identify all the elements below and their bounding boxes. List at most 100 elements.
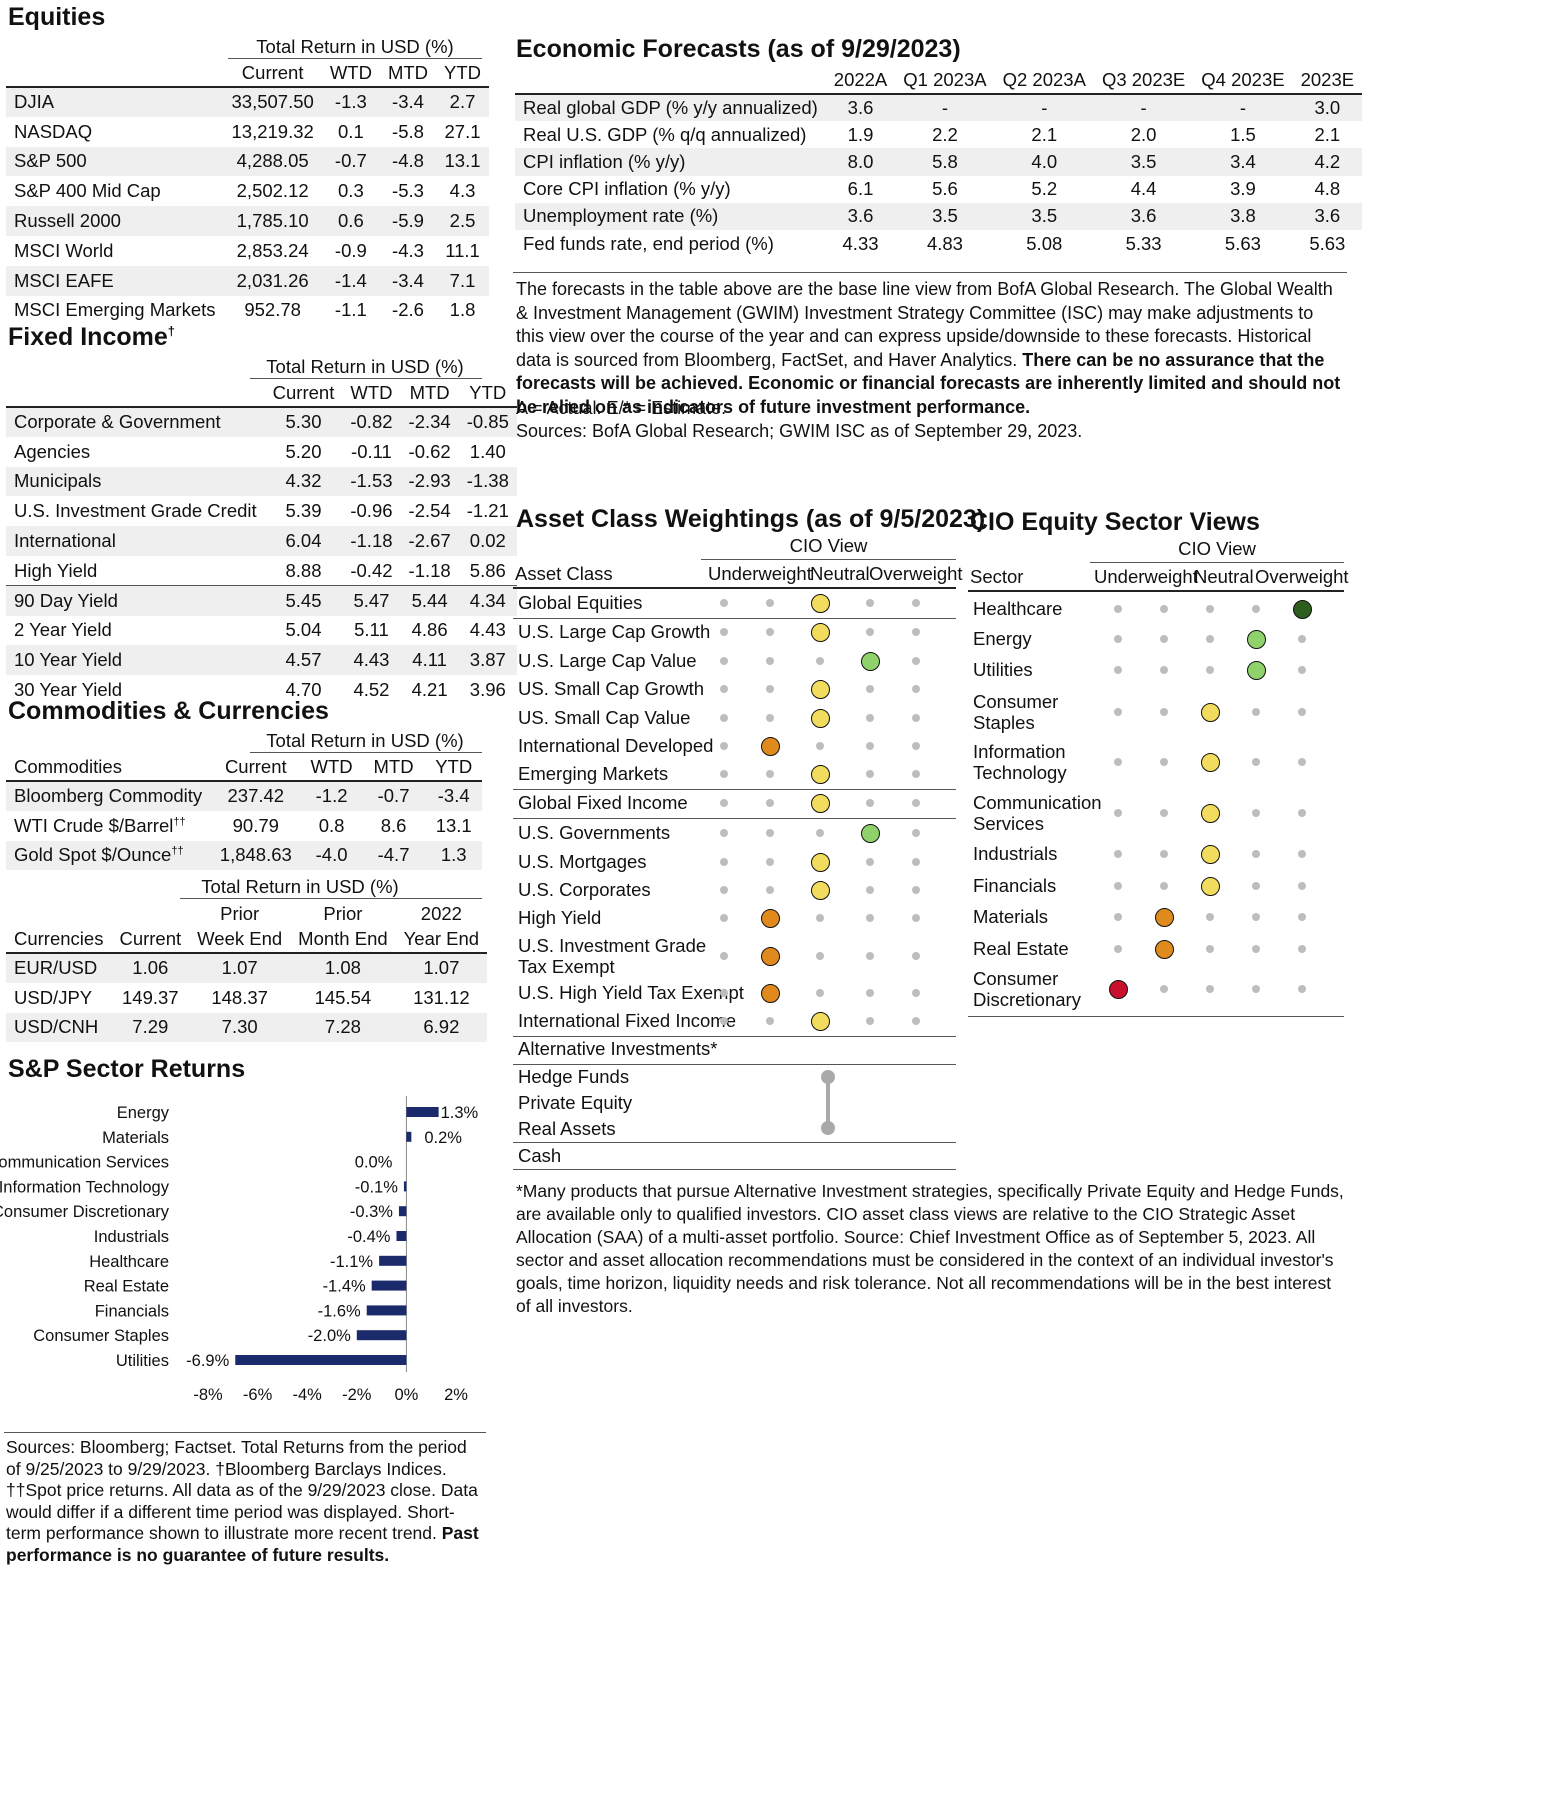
row-label-text: Bloomberg Commodity: [14, 785, 203, 807]
scale-dot: [1114, 635, 1122, 643]
data-label: -6.9%: [186, 1352, 229, 1370]
asset_class-scale-neutral: Neutral: [810, 563, 870, 584]
row-label: S&P 400 Mid Cap: [14, 180, 161, 202]
category-label: Communication Services: [0, 1154, 169, 1172]
scale-dot: [766, 886, 774, 894]
equities-col-header: YTD: [436, 59, 490, 88]
forecast-col-header: Q2 2023A: [994, 66, 1094, 95]
scale-dot: [766, 714, 774, 722]
bar: [406, 1131, 412, 1142]
cell-value: 952.78: [244, 299, 301, 321]
row-label: Corporate & Government: [6, 407, 265, 437]
scale-dot: [1114, 605, 1122, 613]
forecast-col-header: Q1 2023A: [895, 66, 995, 95]
scale-dot: [866, 685, 874, 693]
table-row: CPI inflation (% y/y) 8.0 5.8 4.0 3.5 3.4 4.2: [515, 148, 1363, 176]
row-label: Bloomberg Commodity: [6, 781, 211, 811]
row-label-mark: ††: [173, 815, 186, 828]
asset_class-column-label: Asset Class: [515, 563, 613, 584]
scale-dot: [1206, 945, 1214, 953]
table-row: Agencies 5.20 -0.11 -0.62 1.40: [6, 437, 517, 467]
row-label-line: Financials: [973, 875, 1057, 896]
cell-value: 1,848.63: [210, 840, 302, 871]
bar: [398, 1206, 407, 1217]
row-label: Agencies: [14, 440, 91, 462]
weighting-marker: [1154, 907, 1174, 927]
scale-dot: [866, 742, 874, 750]
row-label: Real U.S. GDP (% q/q annualized): [523, 123, 807, 145]
row-label-line: Tax Exempt: [518, 956, 615, 977]
currencies-col-header-top: 2022: [420, 903, 462, 924]
table-row: DJIA 33,507.50 -1.3 -3.4 2.7: [6, 87, 490, 117]
row-label: U.S. Corporates: [518, 879, 651, 900]
currencies-col-header: Current: [111, 925, 190, 954]
asset-class-title: Asset Class Weightings (as of 9/5/2023): [516, 505, 986, 533]
row-label-line: U.S. High Yield Tax Exempt: [518, 982, 744, 1003]
scale-dot: [866, 952, 874, 960]
scale-dot: [720, 657, 728, 665]
weighting-marker: [810, 708, 830, 728]
row-label: International Fixed Income: [518, 1010, 736, 1031]
scale-dot: [720, 858, 728, 866]
row-label-line: Discretionary: [973, 989, 1081, 1010]
cell-value: 4.33: [842, 232, 879, 254]
row-label: Municipals: [6, 466, 265, 497]
row-label: Real Estate: [973, 938, 1069, 959]
forecast-sources-note: Sources: BofA Global Research; GWIM ISC …: [516, 421, 1083, 441]
cell-value: 5.44: [400, 585, 459, 616]
table-row: Bloomberg Commodity 237.42 -1.2 -0.7 -3.4: [6, 781, 482, 811]
category-label: Materials: [102, 1129, 169, 1147]
row-label: Real global GDP (% y/y annualized): [515, 94, 826, 122]
table-row: U.S. Investment Grade Credit 5.39 -0.96 -2.…: [6, 496, 517, 526]
scale-dot: [816, 657, 824, 665]
currencies-col-header-top: Prior: [323, 903, 363, 924]
table-row: MSCI World 2,853.24 -0.9 -4.3 11.1: [6, 236, 489, 266]
asset_class-scale-underweight: Underweight: [708, 563, 812, 584]
cell-value: 2,502.12: [236, 180, 309, 202]
table-row: 90 Day Yield 5.45 5.47 5.44 4.34: [6, 585, 517, 616]
scale-dot: [1252, 850, 1260, 858]
table-row: Real U.S. GDP (% q/q annualized) 1.9 2.2 2.…: [515, 121, 1362, 148]
scale-dot: [1298, 758, 1306, 766]
cash-label: Cash: [518, 1145, 562, 1166]
cell-value: 2.7: [436, 87, 490, 117]
row-label-line: Technology: [973, 762, 1067, 783]
table-row: NASDAQ 13,219.32 0.1 -5.8 27.1: [6, 117, 489, 147]
row-label-line: US. Small Cap Value: [518, 707, 691, 728]
cell-value: -1.3: [321, 87, 380, 117]
row-label: EUR/USD: [6, 953, 112, 983]
scale-dot: [912, 628, 920, 636]
data-label: -0.3%: [350, 1203, 393, 1221]
scale-dot: [912, 858, 920, 866]
alternatives-range-end: [821, 1121, 835, 1135]
row-label: USD/JPY: [14, 986, 93, 1008]
currencies-col-header: Week End: [189, 925, 291, 954]
currencies-col-header: Year End: [395, 925, 488, 954]
row-label: NASDAQ: [14, 120, 93, 142]
scale-dot: [1114, 882, 1122, 890]
row-label: Consumer Discretionary: [973, 968, 1081, 1010]
scale-dot: [912, 742, 920, 750]
row-label: Global Equities: [518, 592, 642, 613]
cell-value: 8.6: [380, 814, 407, 836]
alternatives-range-bar: [826, 1077, 830, 1129]
cell-value: -2.54: [408, 500, 451, 522]
row-label: High Yield: [518, 907, 601, 928]
cell-value: 4.11: [400, 645, 459, 676]
scale-dot: [912, 599, 920, 607]
weighting-marker: [860, 651, 880, 671]
scale-dot: [766, 628, 774, 636]
cell-value: 0.8: [318, 814, 345, 836]
scale-dot: [912, 914, 920, 922]
sector_views-column-label: Sector: [970, 566, 1024, 587]
row-label: DJIA: [6, 87, 224, 117]
cell-value: 148.37: [211, 986, 268, 1008]
row-label: Consumer Staples: [973, 691, 1058, 733]
row-label: MSCI EAFE: [6, 265, 224, 296]
scale-dot: [766, 799, 774, 807]
scale-dot: [816, 952, 824, 960]
economic-forecasts-table: 2022A Q1 2023A Q2 2023A Q3 2023E Q4 2023E 202…: [515, 66, 1363, 257]
cell-value: -0.62: [408, 440, 451, 462]
cell-value: -0.42: [350, 559, 393, 581]
weighting-marker: [1200, 702, 1220, 722]
